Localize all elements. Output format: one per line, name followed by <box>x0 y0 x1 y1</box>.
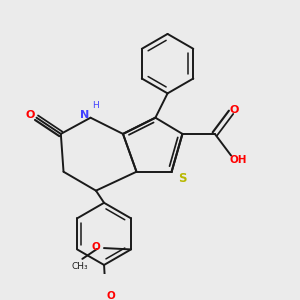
Text: H: H <box>92 100 99 109</box>
Text: O: O <box>107 291 116 300</box>
Text: OH: OH <box>229 154 247 165</box>
Text: CH₃: CH₃ <box>71 262 88 271</box>
Text: O: O <box>25 110 34 120</box>
Text: S: S <box>178 172 187 185</box>
Text: N: N <box>80 110 89 120</box>
Text: O: O <box>91 242 100 252</box>
Text: O: O <box>230 105 239 115</box>
